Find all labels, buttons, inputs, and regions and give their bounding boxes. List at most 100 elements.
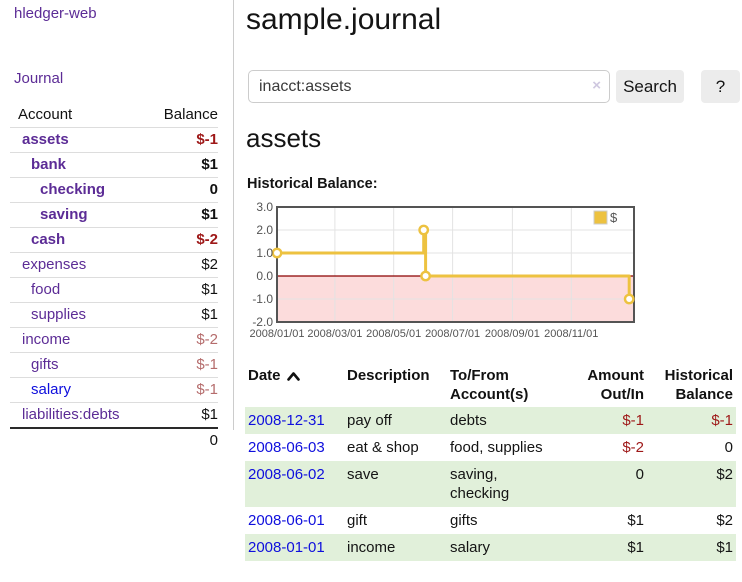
account-row: supplies $1 [10, 302, 218, 328]
account-name-cell: expenses [10, 253, 149, 278]
y-axis-label: 0.0 [256, 269, 273, 283]
accounts-table-header-row: Account Balance [10, 103, 218, 128]
register-date-cell: 2008-12-31 [245, 407, 344, 434]
register-balance: $2 [716, 512, 733, 529]
sidebar-account-food[interactable]: food [31, 281, 61, 298]
register-description: pay off [347, 412, 392, 429]
register-amount: $-1 [622, 412, 644, 429]
account-balance: $1 [201, 306, 218, 323]
account-name-cell: food [10, 278, 149, 303]
account-balance: 0 [209, 181, 218, 198]
y-axis-label: 2.0 [256, 223, 273, 237]
register-date-cell: 2008-06-02 [245, 461, 344, 507]
sidebar: hledger-web Journal Account Balance asse… [0, 0, 233, 582]
search-bar: × Search ? [248, 70, 740, 103]
sidebar-account-checking[interactable]: checking [40, 181, 106, 198]
accounts-table: Account Balance assets $-1 bank $1 checking 0… [10, 103, 218, 453]
account-balance: $-2 [196, 231, 218, 248]
account-balance: $2 [201, 256, 218, 273]
sidebar-account-liabilities-debts[interactable]: liabilities:debts [22, 406, 120, 423]
total-row: 0 [10, 428, 218, 453]
description-header: Description [347, 367, 430, 384]
register-date-cell: 2008-01-01 [245, 534, 344, 561]
register-accounts: salary [450, 539, 491, 556]
sidebar-account-cash[interactable]: cash [31, 231, 66, 248]
sidebar-account-bank[interactable]: bank [31, 156, 67, 173]
account-row: income $-2 [10, 327, 218, 353]
account-name-cell: saving [10, 203, 149, 228]
register-description: income [347, 539, 396, 556]
total-balance: 0 [209, 432, 218, 449]
register-date-link[interactable]: 2008-01-01 [248, 539, 325, 556]
register-row: 2008-06-03 eat & shop food, supplies $-2 0 [245, 434, 736, 461]
data-point-marker [420, 270, 432, 282]
account-balance: $-1 [196, 356, 218, 373]
register-amount: 0 [635, 466, 644, 483]
register-date-link[interactable]: 2008-06-02 [248, 466, 325, 483]
register-amount: $-2 [622, 439, 644, 456]
page-title: sample.journal [246, 3, 442, 36]
chart-plot-border [276, 206, 635, 323]
amount-header: Amount Out/In [587, 367, 644, 403]
x-axis-label: 2008/11/01 [544, 328, 598, 340]
register-row: 2008-06-02 save saving, checking 0 $2 [245, 461, 736, 507]
account-row: bank $1 [10, 152, 218, 178]
account-name-cell: salary [10, 378, 149, 403]
search-button[interactable]: Search [616, 70, 684, 103]
register-amount: $1 [627, 512, 644, 529]
search-box: × [248, 70, 610, 103]
app-title-link[interactable]: hledger-web [14, 5, 97, 22]
data-point-marker [623, 293, 635, 305]
register-balance: $2 [716, 466, 733, 483]
clear-search-icon[interactable]: × [592, 77, 601, 94]
register-date-link[interactable]: 2008-12-31 [248, 412, 325, 429]
data-point-marker [418, 224, 430, 236]
account-balance: $-1 [196, 131, 218, 148]
account-name-cell: supplies [10, 303, 149, 328]
x-axis-label: 2008/05/01 [366, 328, 421, 340]
nav-journal-link[interactable]: Journal [14, 70, 64, 87]
y-axis-label: 3.0 [256, 200, 273, 214]
date-header-label: Date [248, 367, 281, 384]
x-axis-label: 2008/03/01 [307, 328, 362, 340]
register-accounts: debts [450, 412, 487, 429]
account-name-cell: gifts [10, 353, 149, 378]
register-balance: 0 [724, 439, 733, 456]
legend-label: $ [610, 210, 618, 225]
account-row: liabilities:debts $1 [10, 402, 218, 429]
sidebar-account-saving[interactable]: saving [40, 206, 88, 223]
account-balance: $1 [201, 281, 218, 298]
x-axis-label: 2008/01/01 [249, 328, 304, 340]
sidebar-account-salary[interactable]: salary [31, 381, 72, 398]
sort-ascending-icon [286, 371, 300, 381]
account-balance: $-1 [196, 381, 218, 398]
sidebar-account-supplies[interactable]: supplies [31, 306, 87, 323]
sort-by-date-link[interactable]: Date [248, 366, 300, 385]
x-axis-label: 2008/07/01 [425, 328, 480, 340]
account-name-cell: cash [10, 228, 149, 253]
sidebar-account-expenses[interactable]: expenses [22, 256, 87, 273]
register-accounts: gifts [450, 512, 478, 529]
register-accounts: saving, checking [450, 466, 510, 502]
account-row: salary $-1 [10, 377, 218, 403]
balance-column-header: Balance [163, 106, 218, 123]
register-row: 2008-12-31 pay off debts $-1 $-1 [245, 407, 736, 434]
y-axis-label: -1.0 [252, 292, 273, 306]
register-date-link[interactable]: 2008-06-01 [248, 512, 325, 529]
y-axis-label: -2.0 [252, 315, 273, 329]
register-row: 2008-01-01 income salary $1 $1 [245, 534, 736, 561]
register-date-cell: 2008-06-03 [245, 434, 344, 461]
register-description: gift [347, 512, 368, 529]
register-row: 2008-06-01 gift gifts $1 $2 [245, 507, 736, 534]
sidebar-account-income[interactable]: income [22, 331, 71, 348]
chart-title: Historical Balance: [247, 176, 378, 192]
help-button[interactable]: ? [701, 70, 740, 103]
account-row: expenses $2 [10, 252, 218, 278]
search-input[interactable] [248, 70, 610, 103]
register-amount: $1 [627, 539, 644, 556]
sidebar-account-gifts[interactable]: gifts [31, 356, 59, 373]
x-axis-label: 2008/09/01 [485, 328, 540, 340]
sidebar-account-assets[interactable]: assets [22, 131, 69, 148]
register-date-link[interactable]: 2008-06-03 [248, 439, 325, 456]
